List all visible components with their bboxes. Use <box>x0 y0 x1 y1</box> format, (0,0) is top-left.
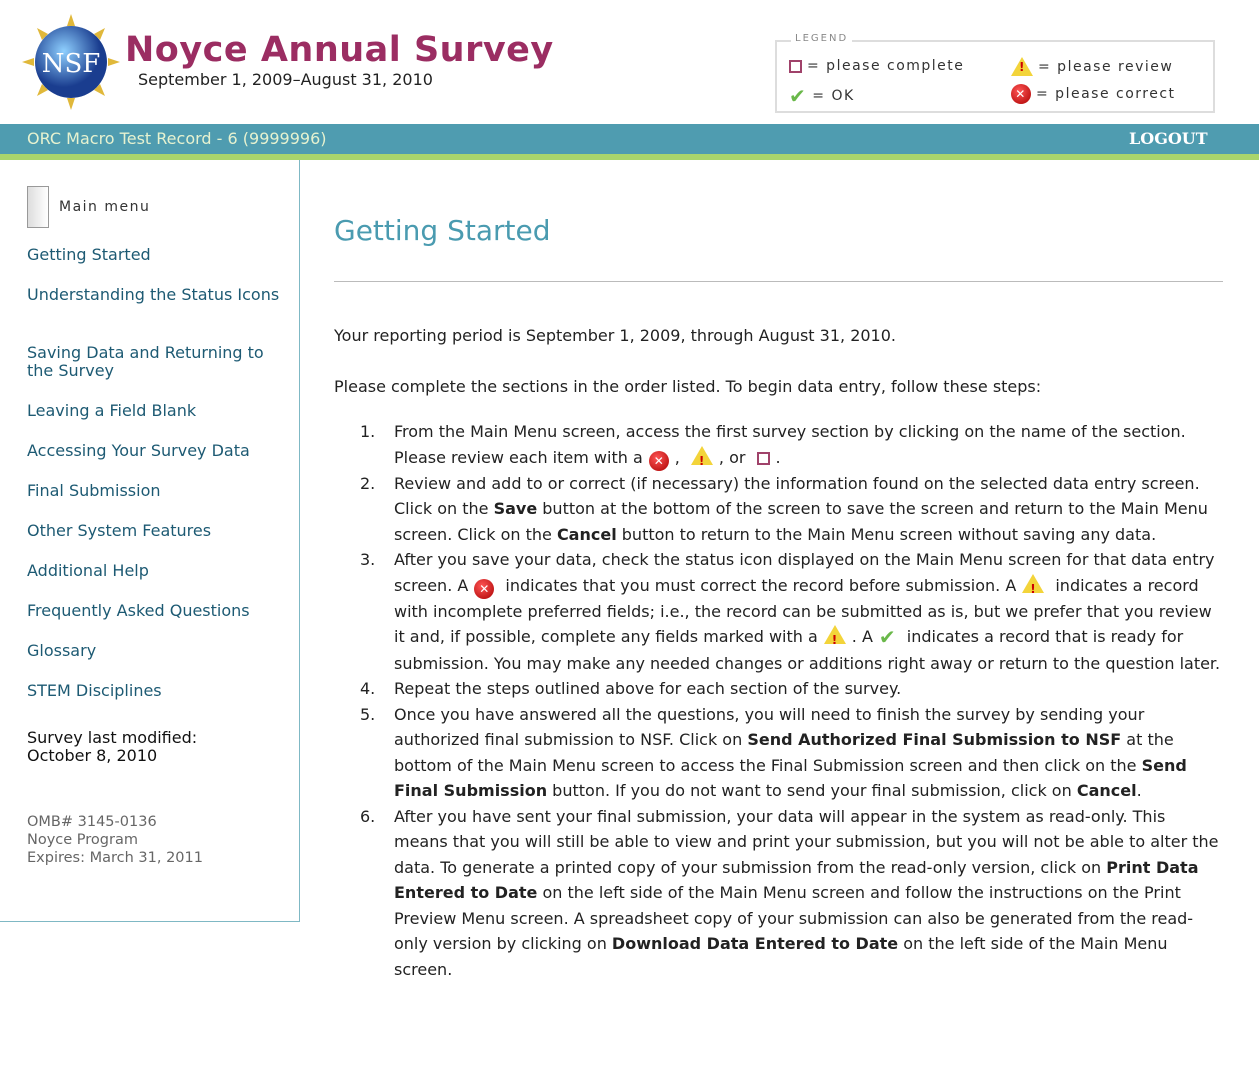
step-text: indicates a record that is ready for sub… <box>394 627 1221 673</box>
omb-number: OMB# 3145-0136 <box>27 814 157 830</box>
step-item: 1. From the Main Menu screen, access the … <box>334 419 1223 474</box>
legend-label: = please review <box>1038 58 1174 75</box>
last-modified: Survey last modified: October 8, 2010 <box>27 729 197 765</box>
warning-icon <box>1022 573 1045 602</box>
divider <box>334 281 1223 282</box>
instructions-intro: Please complete the sections in the orde… <box>334 377 1042 396</box>
last-modified-date: October 8, 2010 <box>27 746 158 765</box>
record-name: ORC Macro Test Record - 6 (9999996) <box>27 129 327 148</box>
sidebar-item-additional-help[interactable]: Additional Help <box>27 561 149 580</box>
step-text: , or <box>718 447 751 467</box>
page-title: Getting Started <box>334 214 551 247</box>
survey-period: September 1, 2009–August 31, 2010 <box>138 70 433 89</box>
step-text: Once you have answered all the questions… <box>394 704 1145 750</box>
legend-title: LEGEND <box>791 33 853 44</box>
error-x-icon: ✕ <box>648 450 669 471</box>
step-text: button. If you do not want to send your … <box>547 781 1077 800</box>
step-number: 6. <box>360 806 376 826</box>
warning-icon <box>690 445 713 474</box>
step-text: Repeat the steps outlined above for each… <box>394 679 902 698</box>
step-text: on the left side of the Main Menu screen… <box>394 934 1168 979</box>
sidebar-item-other-system-features[interactable]: Other System Features <box>27 521 212 540</box>
legend-label: = OK <box>812 88 855 104</box>
sidebar-item-leaving-a-field-blank[interactable]: Leaving a Field Blank <box>27 401 197 420</box>
main-menu-label: Main menu <box>59 199 151 215</box>
step-number: 3. <box>360 550 376 569</box>
sidebar-item-saving-data-and-returning-to-the-survey[interactable]: Saving Data and Returning to the Survey <box>27 343 264 380</box>
step-text: button at the bottom of the screen to sa… <box>394 499 1208 544</box>
legend: LEGEND = please complete = please review… <box>775 33 1215 113</box>
bold-term: Download Data Entered to Date <box>611 934 899 953</box>
nsf-logo: NSF <box>22 14 120 110</box>
step-text: at the bottom of the Main Menu screen to… <box>394 730 1174 775</box>
step-item: 2. Review and add to or correct (if neces… <box>334 471 1223 548</box>
step-text: . <box>1136 781 1142 800</box>
header: NSF Noyce Annual Survey September 1, 200… <box>0 0 1259 124</box>
step-text: From the Main Menu screen, access the fi… <box>394 422 1186 467</box>
expiration: Expires: March 31, 2011 <box>27 850 203 866</box>
main-content: Getting Started Your reporting period is… <box>334 160 1223 982</box>
step-text: on the left side of the Main Menu screen… <box>394 883 1194 953</box>
sidebar-item-final-submission[interactable]: Final Submission <box>27 481 161 500</box>
main-menu-link[interactable]: Main menu <box>27 186 150 228</box>
legend-item-ok: ✔ = OK <box>789 84 855 108</box>
sidebar-item-frequently-asked-questions[interactable]: Frequently Asked Questions <box>27 601 250 620</box>
step-text: . A <box>851 627 873 646</box>
app-title: Noyce Annual Survey <box>125 30 554 70</box>
step-item: 5. Once you have answered all the questio… <box>334 702 1223 804</box>
step-text: button to return to the Main Menu screen… <box>616 524 1157 544</box>
bold-term: Cancel <box>1076 781 1137 800</box>
check-icon: ✔ <box>878 625 896 649</box>
program-name: Noyce Program <box>27 832 138 848</box>
step-item: 3. After you save your data, check the st… <box>334 547 1223 676</box>
check-icon: ✔ <box>789 84 808 108</box>
sidebar-item-glossary[interactable]: Glossary <box>27 641 97 660</box>
square-outline-icon <box>756 451 770 465</box>
step-text: , <box>674 447 685 467</box>
logo-text: NSF <box>42 49 101 79</box>
sidebar-item-stem-disciplines[interactable]: STEM Disciplines <box>27 681 162 700</box>
legend-item-correct: ✕ = please correct <box>1011 84 1176 104</box>
bold-term: Send Authorized Final Submission to NSF <box>747 730 1122 749</box>
error-x-icon: ✕ <box>1011 84 1031 104</box>
last-modified-label: Survey last modified: <box>27 728 198 747</box>
sidebar-item-accessing-your-survey-data[interactable]: Accessing Your Survey Data <box>27 441 250 460</box>
warning-icon <box>823 625 846 654</box>
omb-info: OMB# 3145-0136 Noyce Program Expires: Marc… <box>27 813 203 867</box>
bold-term: Send Final Submission <box>394 755 1187 801</box>
step-text: After you have sent your final submissio… <box>394 806 1219 877</box>
square-outline-icon <box>789 59 802 73</box>
step-number: 4. <box>360 679 376 698</box>
bold-term: Save <box>493 499 538 518</box>
reporting-period-text: Your reporting period is September 1, 20… <box>334 326 896 345</box>
home-menu-icon <box>27 186 49 228</box>
step-item: 6. After you have sent your final submiss… <box>334 804 1223 983</box>
step-number: 5. <box>360 704 376 724</box>
step-text: . <box>775 447 781 467</box>
sidebar-item-understanding-the-status-icons[interactable]: Understanding the Status Icons <box>27 285 280 304</box>
sidebar: Main menu Getting Started Understanding t… <box>0 160 300 922</box>
step-text: After you save your data, check the stat… <box>394 550 1215 595</box>
legend-label: = please complete <box>807 58 965 74</box>
sidebar-item-getting-started[interactable]: Getting Started <box>27 245 151 264</box>
step-text: indicates a record with incomplete prefe… <box>394 575 1212 647</box>
bold-term: Cancel <box>556 524 617 544</box>
step-text: Review and add to or correct (if necessa… <box>394 473 1200 519</box>
bold-term: Print Data Entered to Date <box>394 857 1199 903</box>
record-bar: ORC Macro Test Record - 6 (9999996) LOGO… <box>0 124 1259 160</box>
legend-label: = please correct <box>1036 86 1176 102</box>
step-number: 2. <box>360 473 376 493</box>
step-item: 4. Repeat the steps outlined above for ea… <box>334 676 1223 702</box>
warning-icon <box>1011 57 1033 76</box>
step-number: 1. <box>360 422 376 441</box>
steps-list: 1. From the Main Menu screen, access the … <box>334 419 1223 982</box>
legend-item-review: = please review <box>1011 57 1173 76</box>
step-text: indicates that you must correct the reco… <box>500 575 1017 595</box>
error-x-icon: ✕ <box>474 578 495 599</box>
legend-item-complete: = please complete <box>789 58 964 74</box>
logout-button[interactable]: LOGOUT <box>1129 129 1208 148</box>
